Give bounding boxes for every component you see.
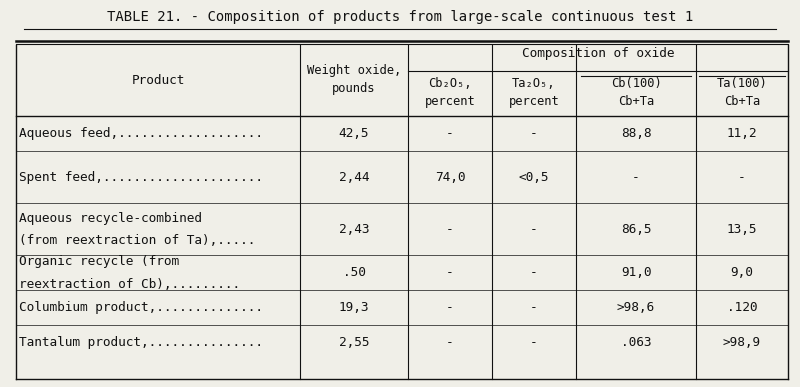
Text: -: - (446, 301, 454, 314)
Text: pounds: pounds (332, 82, 376, 94)
Text: -: - (446, 127, 454, 140)
Text: percent: percent (425, 96, 475, 108)
Text: 42,5: 42,5 (338, 127, 370, 140)
Text: percent: percent (509, 96, 559, 108)
Text: 9,0: 9,0 (730, 266, 754, 279)
Text: TABLE 21. - Composition of products from large-scale continuous test 1: TABLE 21. - Composition of products from… (107, 10, 693, 24)
Text: -: - (446, 223, 454, 236)
Text: 13,5: 13,5 (726, 223, 758, 236)
Text: reextraction of Cb),.........: reextraction of Cb),......... (19, 277, 240, 291)
Text: 2,44: 2,44 (338, 171, 370, 183)
Text: Product: Product (131, 74, 185, 87)
Text: Ta₂O₅,: Ta₂O₅, (512, 77, 556, 90)
Text: Cb(100): Cb(100) (610, 77, 662, 90)
Text: >98,9: >98,9 (723, 336, 761, 349)
Text: Organic recycle (from: Organic recycle (from (19, 255, 179, 268)
Text: Columbium product,..............: Columbium product,.............. (19, 301, 263, 314)
Text: 11,2: 11,2 (726, 127, 758, 140)
Text: -: - (530, 266, 538, 279)
Text: <0,5: <0,5 (518, 171, 550, 183)
Text: Aqueous feed,...................: Aqueous feed,................... (19, 127, 263, 140)
Text: -: - (530, 127, 538, 140)
Text: Composition of oxide: Composition of oxide (522, 47, 674, 60)
Text: Spent feed,.....................: Spent feed,..................... (19, 171, 263, 183)
Text: Cb+Ta: Cb+Ta (724, 96, 760, 108)
Text: Aqueous recycle-combined: Aqueous recycle-combined (19, 212, 202, 224)
Text: -: - (530, 301, 538, 314)
Text: >98,6: >98,6 (617, 301, 655, 314)
Text: 91,0: 91,0 (621, 266, 651, 279)
Text: Ta(100): Ta(100) (717, 77, 767, 90)
Text: -: - (530, 223, 538, 236)
Text: 2,55: 2,55 (338, 336, 370, 349)
Text: 86,5: 86,5 (621, 223, 651, 236)
Text: 88,8: 88,8 (621, 127, 651, 140)
Text: .063: .063 (621, 336, 651, 349)
Text: Cb₂O₅,: Cb₂O₅, (428, 77, 472, 90)
Text: -: - (530, 336, 538, 349)
Text: Tantalum product,...............: Tantalum product,............... (19, 336, 263, 349)
Text: -: - (738, 171, 746, 183)
Text: -: - (632, 171, 640, 183)
Text: -: - (446, 336, 454, 349)
Text: -: - (446, 266, 454, 279)
Text: 19,3: 19,3 (338, 301, 370, 314)
Text: .50: .50 (342, 266, 366, 279)
Text: Weight oxide,: Weight oxide, (307, 64, 401, 77)
Text: 2,43: 2,43 (338, 223, 370, 236)
Text: 74,0: 74,0 (434, 171, 466, 183)
Text: .120: .120 (726, 301, 758, 314)
Text: Cb+Ta: Cb+Ta (618, 96, 654, 108)
Text: (from reextraction of Ta),.....: (from reextraction of Ta),..... (19, 234, 255, 247)
